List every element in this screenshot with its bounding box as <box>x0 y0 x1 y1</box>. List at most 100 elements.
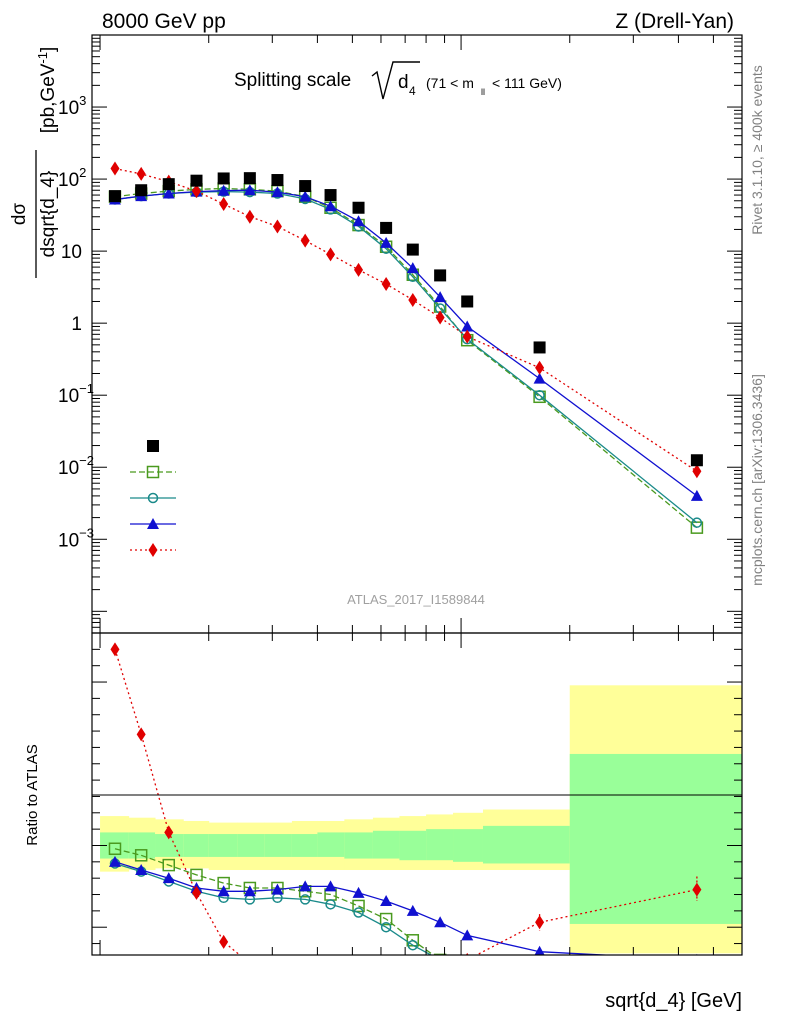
ratio-pythia-point-11 <box>406 904 419 916</box>
main-pythia-point-4 <box>217 184 230 196</box>
ratio-sherpa-point-4 <box>219 934 229 949</box>
main-atlas-point-15 <box>690 454 703 467</box>
ytick-base: 10 <box>58 530 79 551</box>
ratio-pythia-point-13 <box>461 929 474 941</box>
main-sherpa-point-0 <box>110 161 120 176</box>
main-atlas-point-11 <box>406 243 419 256</box>
main-ylabel-units: [pb,GeV-1] <box>35 47 59 134</box>
main-madgraph-line <box>114 190 698 524</box>
main-atlas-point-0 <box>108 190 121 203</box>
main-madgraph-point-15 <box>691 517 703 528</box>
inner-band-bin-5 <box>237 834 265 857</box>
main-atlas-point-12 <box>434 269 447 282</box>
side-label-mcplots: mcplots.cern.ch [arXiv:1306.3436] <box>749 374 765 586</box>
inner-band-bin-1 <box>128 832 156 859</box>
ratio-sherpa-point-7 <box>301 977 310 991</box>
ratio-pythia-point-7 <box>299 880 312 892</box>
ratio-sherpa-point-15 <box>692 882 702 897</box>
main-pythia-point-13 <box>461 320 474 332</box>
main-series-madgraph <box>109 186 703 528</box>
ytick-exponent: 2 <box>79 165 86 180</box>
ratio-madgraph-point-7 <box>299 894 311 905</box>
main-ylabel: dσ dsqrt{d_4} [pb,GeV-1] <box>9 47 59 278</box>
ratio-pythia-line <box>114 861 616 955</box>
side-label-rivet: Rivet 3.1.10, ≥ 400k events <box>749 65 765 235</box>
main-ytick-label: 103 <box>58 93 86 119</box>
main-atlas-point-14 <box>533 341 546 354</box>
inner-band-bin-11 <box>399 830 427 861</box>
main-atlas-point-13 <box>461 295 474 308</box>
inner-band-bin-3 <box>183 834 210 857</box>
main-pythia-point-2 <box>162 187 175 199</box>
ratio-pythia-point-1 <box>135 864 148 876</box>
main-series-atlas <box>108 172 703 467</box>
ratio-pythia-point-12 <box>434 916 447 928</box>
ratio-pythia-point-5 <box>243 885 256 897</box>
ratio-madgraph-point-8 <box>325 899 336 910</box>
ratio-herwig-point-9 <box>352 899 365 913</box>
legend-marker-sherpa <box>148 543 158 557</box>
ratio-herwig-point-3 <box>190 868 203 882</box>
ytick-exponent: −1 <box>79 381 94 396</box>
main-ylabel-denominator: dsqrt{d_4} <box>38 171 59 258</box>
main-atlas-point-4 <box>217 172 230 185</box>
ratio-pythia-point-14 <box>534 945 545 955</box>
main-pythia-point-5 <box>243 184 256 196</box>
main-atlas-point-1 <box>135 184 148 197</box>
legend-marker-herwig <box>146 465 160 479</box>
main-series-sherpa <box>110 161 702 479</box>
ratio-sherpa-point-0 <box>110 642 120 657</box>
plot-title: Splitting scale d 4 (71 < m ll < 111 GeV… <box>234 61 562 100</box>
main-pythia-point-9 <box>352 215 365 227</box>
ytick-base: 10 <box>58 170 79 191</box>
main-herwig-line <box>114 187 698 529</box>
main-ytick-label: 10−3 <box>58 525 94 551</box>
ratio-sherpa-point-10 <box>382 986 391 1000</box>
legend-entry-sherpa <box>130 543 176 557</box>
ratio-sherpa-point-2 <box>164 825 174 840</box>
main-sherpa-point-9 <box>354 262 364 277</box>
inner-band-bin-8 <box>317 832 345 857</box>
main-atlas-point-9 <box>352 201 365 214</box>
main-ylabel-units-text: [pb,GeV <box>38 63 59 133</box>
ytick-exponent: 3 <box>79 93 86 108</box>
ratio-sherpa-point-1 <box>136 727 146 742</box>
ratio-herwig-point-10 <box>379 912 393 926</box>
legend-entry-madgraph <box>130 492 176 504</box>
inner-band-bin-7 <box>291 834 318 857</box>
legend-entry-atlas <box>147 440 159 452</box>
ratio-sherpa-point-6 <box>273 969 282 983</box>
main-sherpa-line <box>114 167 698 472</box>
legend-entry-herwig <box>130 465 176 479</box>
main-sherpa-point-12 <box>435 310 445 325</box>
header-right: Z (Drell-Yan) <box>615 10 734 33</box>
ratio-sherpa-point-12 <box>436 969 445 983</box>
ratio-uncertainty-bands <box>100 685 742 954</box>
main-atlas-point-10 <box>380 221 393 234</box>
main-ylabel-numerator: dσ <box>9 203 30 226</box>
legend-entry-pythia <box>130 518 176 529</box>
main-series-layer <box>108 161 704 534</box>
inner-band-bin-2 <box>155 834 184 857</box>
ytick-base: 10 <box>61 242 82 263</box>
ytick-base: 1 <box>71 314 82 335</box>
legend-marker-pythia <box>147 518 159 529</box>
main-sherpa-point-6 <box>272 219 282 234</box>
ratio-plot-frame <box>91 632 743 956</box>
plot-title-cut-end: < 111 GeV) <box>492 75 562 91</box>
ratio-pythia-point-0 <box>108 855 121 867</box>
main-ytick-label: 10−2 <box>58 453 94 479</box>
header-left: 8000 GeV pp <box>102 10 226 33</box>
inner-band-bin-6 <box>264 834 293 857</box>
inner-band-bin-15 <box>569 753 742 924</box>
plot-title-symbol: d <box>398 72 409 93</box>
ratio-madgraph-point-11 <box>407 939 419 951</box>
ytick-exponent: −2 <box>79 453 94 468</box>
main-ytick-label: 10−1 <box>58 381 94 407</box>
ratio-pythia-point-6 <box>271 883 284 895</box>
ratio-herwig-line <box>114 848 435 955</box>
plot-title-subscript: 4 <box>409 84 416 98</box>
ratio-series-sherpa <box>110 642 702 1000</box>
